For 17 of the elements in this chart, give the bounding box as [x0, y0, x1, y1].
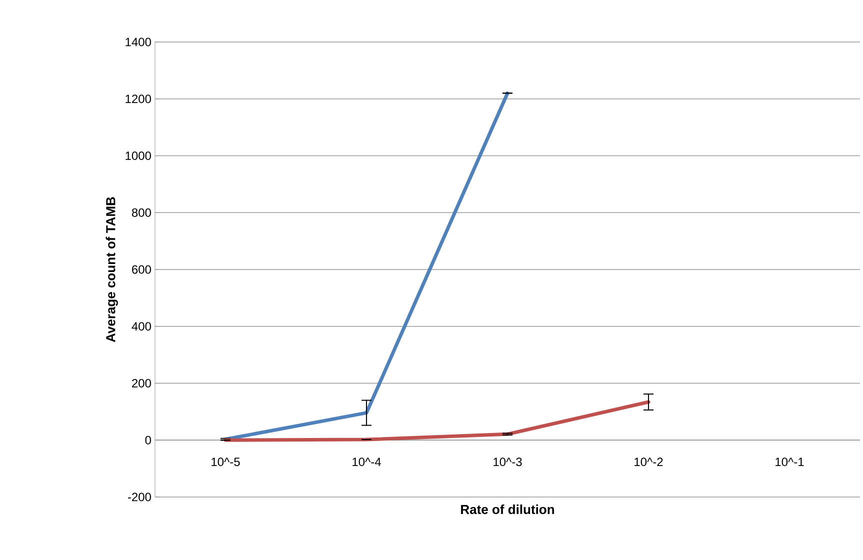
x-tick-label: 10^-1	[776, 458, 804, 466]
y-tick-label: 800	[132, 208, 152, 217]
y-tick-label: -200	[128, 492, 152, 502]
y-tick-label: 400	[132, 322, 152, 331]
x-tick-label: 10^-3	[494, 458, 522, 466]
x-tick-label: 10^-2	[634, 458, 663, 466]
y-tick-label: 200	[132, 378, 152, 388]
y-tick-label: 1400	[126, 38, 152, 46]
y-tick-label: 600	[132, 265, 152, 274]
y-tick-label: 0	[145, 436, 152, 444]
y-axis-title: Average count of TAMB	[106, 197, 118, 342]
x-tick-label: 10^-5	[212, 458, 240, 466]
x-tick-label: 10^-4	[352, 458, 381, 466]
y-tick-label: 1200	[126, 94, 152, 104]
line-series	[224, 400, 650, 442]
y-tick-label: 1000	[126, 152, 152, 160]
x-axis-title: Rate of dilution	[461, 504, 554, 514]
